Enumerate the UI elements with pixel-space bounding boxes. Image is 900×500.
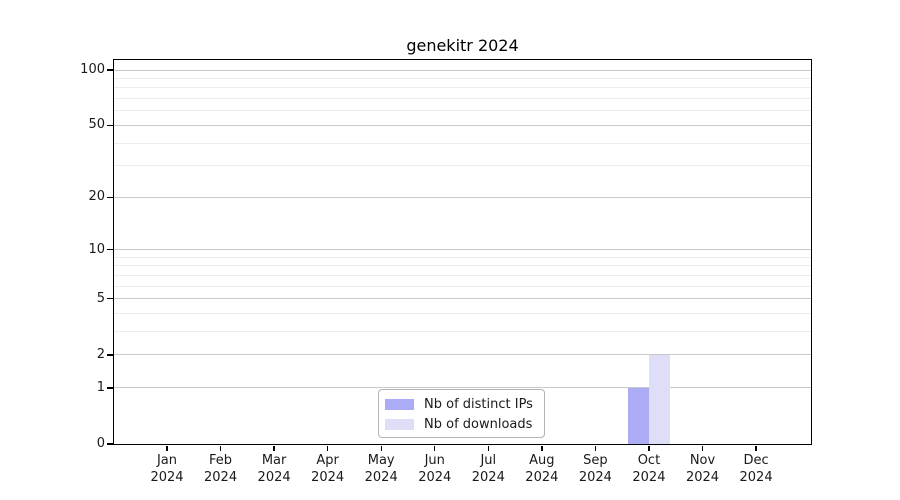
y-tick-label: 5 <box>96 290 105 306</box>
x-tick-label: Apr 2024 <box>311 453 345 485</box>
gridline-minor <box>114 256 811 258</box>
legend-item-downloads: Nb of downloads <box>385 414 536 434</box>
x-tick-label: Jul 2024 <box>471 453 505 485</box>
x-tick-mark <box>594 445 597 451</box>
gridline-minor <box>114 313 811 315</box>
gridline-minor <box>114 265 811 267</box>
gridline-minor <box>114 285 811 287</box>
x-tick-label: Dec 2024 <box>739 453 773 485</box>
gridline-minor <box>114 98 811 100</box>
legend: Nb of distinct IPs Nb of downloads <box>378 389 545 438</box>
y-tick-label: 20 <box>88 189 105 205</box>
y-tick-mark <box>107 298 113 300</box>
y-tick-mark <box>107 387 113 389</box>
x-tick-mark <box>219 445 222 451</box>
chart-title: genekitr 2024 <box>406 36 519 55</box>
plot-area: 0 1 2 5 10 20 50 100 Jan 2024 Feb 2024 Mar 2024 Apr… <box>80 59 812 485</box>
y-tick-mark <box>107 196 113 198</box>
x-tick-label: May 2024 <box>364 453 398 485</box>
gridline-major <box>114 196 811 198</box>
bar-nb-of-distinct-ips-oct <box>627 387 649 444</box>
y-tick-mark <box>107 354 113 356</box>
x-tick-mark <box>380 445 382 451</box>
y-tick-mark <box>107 124 113 127</box>
y-tick-label: 100 <box>80 62 105 77</box>
x-tick-mark <box>166 445 168 451</box>
bar-nb-of-downloads-oct <box>648 354 670 444</box>
gridline-major <box>114 124 811 126</box>
x-tick-label: Jun 2024 <box>418 453 452 485</box>
legend-label-distinct-ips: Nb of distinct IPs <box>424 396 533 412</box>
gridline-major <box>114 354 811 356</box>
y-tick-mark <box>107 248 113 251</box>
gridline-minor <box>114 331 811 333</box>
x-tick-label: Mar 2024 <box>257 453 291 485</box>
x-tick-mark <box>701 445 704 451</box>
y-tick-mark <box>107 443 113 445</box>
gridline-major <box>114 387 811 389</box>
gridline-minor <box>114 110 811 112</box>
x-tick-label: Nov 2024 <box>685 453 720 485</box>
gridline-major <box>114 249 811 251</box>
x-tick-label: Jan 2024 <box>150 453 184 485</box>
gridline-minor <box>114 77 811 79</box>
gridline-minor <box>114 165 811 167</box>
x-tick-mark <box>541 445 543 451</box>
gridline-major <box>114 298 811 300</box>
x-tick-mark <box>755 445 757 451</box>
gridline-major <box>114 69 811 71</box>
y-tick-label: 50 <box>88 117 105 133</box>
gridline-minor <box>114 274 811 276</box>
y-tick-label: 1 <box>96 379 105 395</box>
gridline-minor <box>114 142 811 144</box>
x-tick-label: Aug 2024 <box>525 453 559 485</box>
x-tick-mark <box>434 445 436 451</box>
y-tick-mark <box>107 69 113 71</box>
legend-label-downloads: Nb of downloads <box>424 416 533 432</box>
legend-swatch-downloads <box>385 418 414 430</box>
gridline-minor <box>114 87 811 89</box>
x-tick-label: Sep 2024 <box>578 453 612 485</box>
x-tick-mark <box>648 445 650 451</box>
y-tick-label: 0 <box>96 436 105 451</box>
x-tick-mark <box>487 445 489 451</box>
legend-swatch-distinct-ips <box>385 398 414 410</box>
legend-item-distinct-ips: Nb of distinct IPs <box>385 394 536 414</box>
x-tick-mark <box>326 445 329 451</box>
x-tick-mark <box>273 445 275 451</box>
x-tick-label: Feb 2024 <box>204 453 238 485</box>
y-tick-label: 10 <box>88 241 105 257</box>
y-tick-label: 2 <box>96 346 105 362</box>
x-tick-label: Oct 2024 <box>632 453 666 485</box>
